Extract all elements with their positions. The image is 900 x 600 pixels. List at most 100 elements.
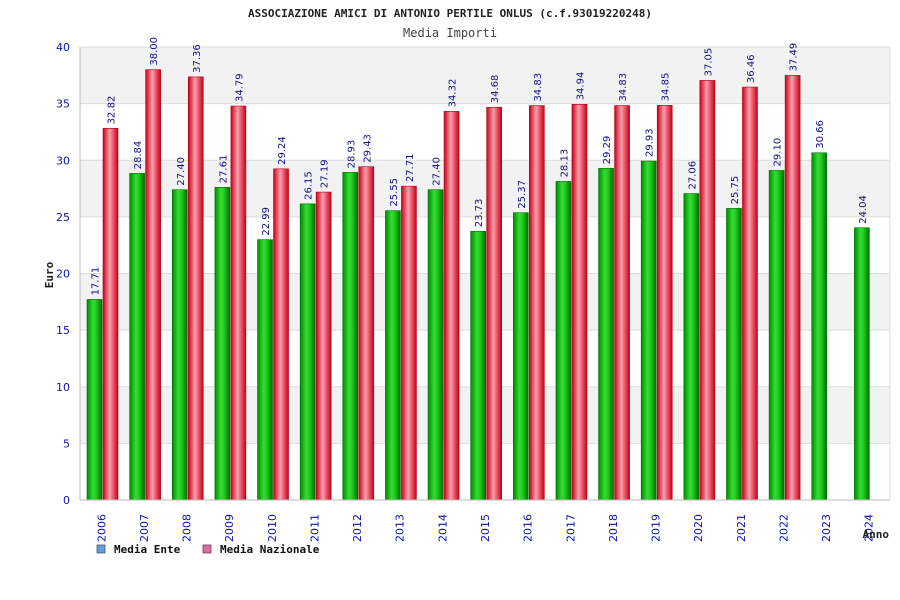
x-tick-label: 2007 [138,514,151,542]
x-tick-label: 2011 [308,514,321,542]
value-label-media-nazionale: 37.05 [703,48,714,77]
bar-media-ente [470,230,486,501]
bar-media-nazionale [784,75,801,501]
value-label-media-nazionale: 34.94 [575,72,586,101]
y-tick-labels: 0 5 10 15 20 25 30 35 40 [56,41,70,507]
value-labels: 17.71 28.84 27.40 27.61 22.99 26.15 28.93 25.55… [91,37,869,295]
bar-media-ente [854,227,870,501]
y-tick-label: 20 [56,268,70,281]
x-tick-label: 2009 [223,514,236,542]
y-tick-label: 40 [56,41,70,54]
bar-media-nazionale [273,168,289,501]
x-tick-label: 2020 [692,514,705,542]
bar-media-ente [555,181,572,501]
value-label-media-ente: 27.40 [176,157,187,186]
legend-label-media-nazionale: Media Nazionale [220,543,320,556]
x-tick-label: 2012 [351,514,364,542]
value-label-media-ente: 25.37 [517,180,528,209]
chart-subtitle: Media Importi [403,26,497,40]
bar-media-nazionale [145,69,161,501]
bar-media-nazionale [699,80,716,501]
value-label-media-nazionale: 34.68 [490,75,501,104]
value-label-media-ente: 26.15 [304,171,315,200]
value-label-media-ente: 29.29 [602,136,613,165]
bar-media-nazionale [443,111,460,501]
x-tick-label: 2016 [522,514,535,542]
bar-media-ente [257,239,273,501]
x-tick-label: 2018 [607,514,620,542]
value-label-media-nazionale: 29.24 [277,136,288,165]
value-label-media-nazionale: 34.83 [533,73,544,102]
value-label-media-nazionale: 38.00 [149,37,160,66]
bar-media-nazionale [529,105,545,501]
legend: Media Ente Media Nazionale [96,543,320,556]
y-axis-label: Euro [43,261,56,288]
chart-title: ASSOCIAZIONE AMICI DI ANTONIO PERTILE ON… [248,7,652,20]
y-tick-label: 10 [56,381,70,394]
bar-media-ente [342,172,359,501]
bar-media-ente [640,160,657,501]
y-tick-label: 25 [56,211,70,224]
y-tick-label: 35 [56,98,70,111]
value-label-media-ente: 29.93 [645,128,656,157]
bar-media-ente [427,189,444,501]
x-axis-label: Anno [863,528,890,541]
value-label-media-ente: 23.73 [474,199,485,228]
legend-label-media-ente: Media Ente [114,543,181,556]
value-label-media-ente: 25.75 [730,176,741,205]
bar-media-nazionale [571,104,588,501]
bar-media-nazionale [230,105,247,501]
bar-media-nazionale [486,106,502,501]
value-label-media-ente: 17.71 [91,267,102,296]
value-label-media-nazionale: 29.43 [362,134,373,163]
x-tick-label: 2015 [479,514,492,542]
value-label-media-ente: 27.06 [687,161,698,190]
value-label-media-nazionale: 34.79 [234,73,245,102]
value-label-media-nazionale: 36.46 [746,54,757,83]
bar-media-ente [86,299,103,501]
x-tick-label: 2019 [650,514,663,542]
x-tick-label: 2022 [777,514,790,542]
bar-media-ente [129,173,145,501]
y-tick-label: 15 [56,324,70,337]
bar-media-ente [811,152,828,501]
value-label-media-ente: 30.66 [815,120,826,149]
x-tick-label: 2023 [820,514,833,542]
bar-media-nazionale [401,185,417,501]
value-label-media-nazionale: 27.19 [320,159,331,188]
bar-media-ente [171,189,188,501]
axes [79,46,891,501]
x-tick-label: 2017 [564,514,577,542]
y-tick-label: 0 [63,494,70,507]
value-label-media-nazionale: 34.83 [618,73,629,102]
value-label-media-nazionale: 27.71 [405,154,416,183]
bar-media-ente [214,187,231,501]
bar-media-ente [726,208,742,501]
value-label-media-ente: 27.61 [218,155,229,184]
bar-media-nazionale [315,191,332,501]
bar-media-ente [513,212,529,501]
bar-media-ente [683,193,700,501]
bar-media-ente [598,167,614,501]
bar-media-nazionale [614,105,630,501]
bar-media-ente [768,170,785,501]
x-tick-label: 2006 [95,514,108,542]
value-label-media-ente: 28.13 [559,149,570,178]
y-tick-label: 5 [63,437,70,450]
x-tick-labels: 2006 2007 2008 2009 2010 2011 2012 2013 2014 2015… [95,514,875,542]
value-label-media-ente: 28.84 [133,141,144,170]
bar-media-nazionale [187,76,204,501]
x-tick-label: 2010 [266,514,279,542]
value-label-media-nazionale: 32.82 [107,96,118,125]
bar-media-nazionale [742,86,758,501]
value-label-media-ente: 29.10 [773,138,784,167]
value-label-media-nazionale: 37.49 [789,43,800,72]
y-tick-label: 30 [56,154,70,167]
x-tick-label: 2014 [436,514,449,542]
value-label-media-nazionale: 37.36 [192,44,203,73]
value-label-media-nazionale: 34.85 [661,73,672,102]
legend-swatch-media-ente [96,544,106,554]
legend-swatch-media-nazionale [202,544,212,554]
value-label-media-ente: 27.40 [432,157,443,186]
